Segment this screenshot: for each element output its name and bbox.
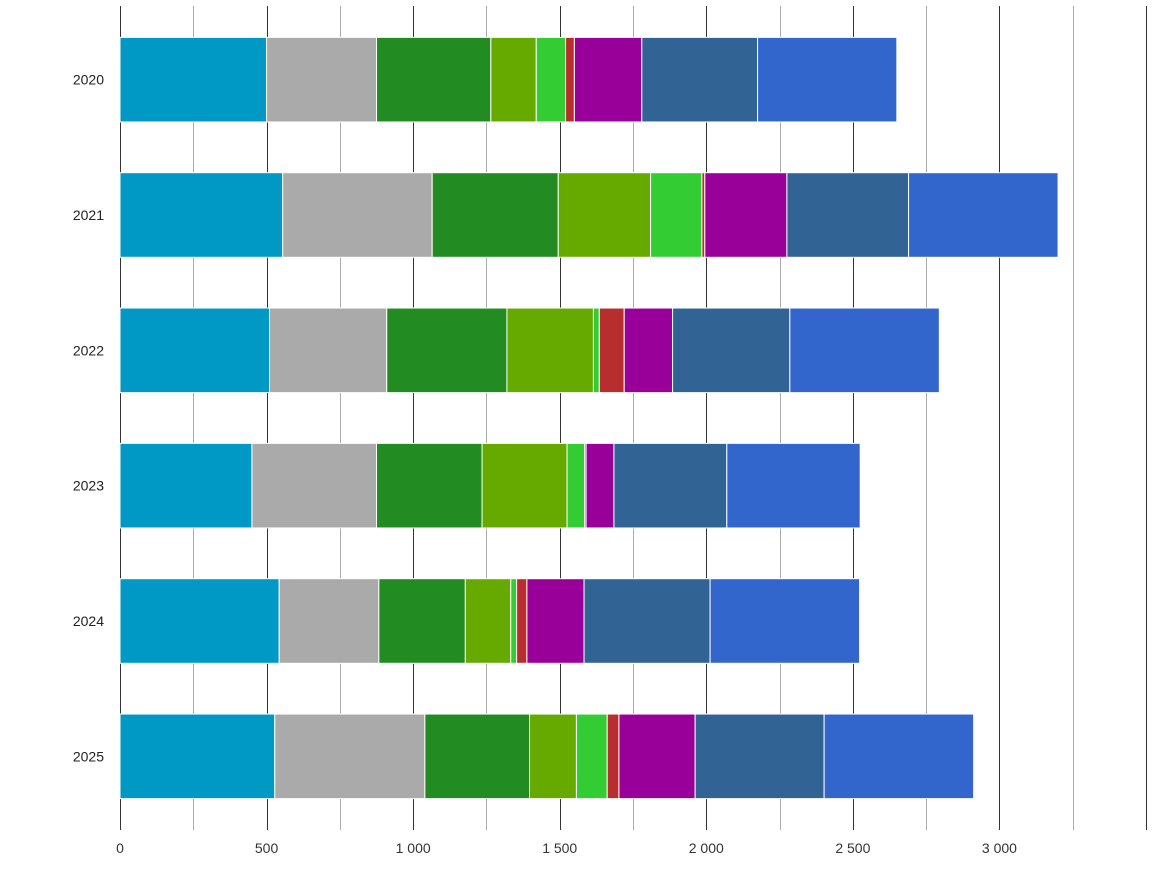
grid-lines — [120, 6, 1147, 830]
bar-segment-2022-series-5 — [592, 307, 600, 394]
bar-segment-2025-series-8 — [694, 713, 825, 800]
axis-labels: 0 500 1 000 1 500 2 000 2 500 3 000 2020 2021 202… — [73, 72, 1017, 856]
bar-segment-2021-series-7 — [704, 172, 788, 258]
bar-segment-2022-series-1 — [119, 307, 271, 394]
bar-segment-2020-series-4 — [490, 36, 537, 123]
bar-segment-2022-series-3 — [386, 307, 508, 394]
bar-segment-2024-series-4 — [464, 578, 512, 664]
x-tick-label: 2 000 — [689, 840, 724, 856]
bar-segment-2025-series-1 — [119, 713, 276, 800]
bar-segment-2025-series-9 — [823, 713, 975, 800]
bar-segment-2020-series-7 — [573, 36, 643, 123]
category-label: 2025 — [73, 748, 104, 764]
bar-segment-2024-series-3 — [378, 578, 466, 664]
bar-segment-2020-series-5 — [535, 36, 567, 123]
x-tick-label: 500 — [255, 840, 279, 856]
bar-segment-2024-series-6 — [516, 578, 528, 664]
bar-segment-2021-series-1 — [119, 172, 284, 258]
bar-segment-2020-series-1 — [119, 36, 268, 123]
bar-segment-2025-series-3 — [424, 713, 531, 800]
bar-segment-2023-series-5 — [566, 442, 586, 529]
bar-segment-2021-series-5 — [650, 172, 703, 258]
bar-segment-2025-series-7 — [618, 713, 696, 800]
bar-segment-2023-series-9 — [726, 442, 861, 529]
bar-segment-2020-series-2 — [266, 36, 378, 123]
bar-segment-2020-series-9 — [757, 36, 898, 123]
category-label: 2024 — [73, 613, 104, 629]
bar-segment-2024-series-7 — [526, 578, 585, 664]
bar-segment-2022-series-7 — [623, 307, 674, 394]
bar-segment-2022-series-8 — [672, 307, 791, 394]
bar-segment-2023-series-4 — [481, 442, 568, 529]
bar-segment-2025-series-4 — [529, 713, 577, 800]
x-tick-label: 2 500 — [835, 840, 870, 856]
bar-segment-2023-series-3 — [376, 442, 483, 529]
bar-segment-2022-series-2 — [269, 307, 388, 394]
bar-segment-2021-series-4 — [557, 172, 652, 258]
category-label: 2021 — [73, 207, 104, 223]
bar-segment-2022-series-9 — [789, 307, 940, 394]
bar-segment-2023-series-2 — [251, 442, 378, 529]
bar-segment-2023-series-1 — [119, 442, 253, 529]
x-tick-label: 3 000 — [982, 840, 1017, 856]
bar-segment-2022-series-4 — [506, 307, 594, 394]
bar-segment-2021-series-9 — [908, 172, 1059, 258]
bar-segment-2024-series-9 — [709, 578, 861, 664]
bar-segment-2025-series-6 — [606, 713, 620, 800]
x-tick-label: 0 — [116, 840, 124, 856]
category-label: 2022 — [73, 342, 104, 358]
bar-segment-2024-series-1 — [119, 578, 280, 664]
bar-segment-2023-series-7 — [585, 442, 615, 529]
bar-layer — [119, 36, 1059, 800]
bar-segment-2021-series-3 — [431, 172, 559, 258]
bar-segment-2024-series-5 — [510, 578, 518, 664]
bar-segment-2022-series-6 — [598, 307, 625, 394]
bar-segment-2023-series-8 — [613, 442, 728, 529]
x-tick-label: 1 000 — [396, 840, 431, 856]
bar-segment-2024-series-2 — [278, 578, 380, 664]
x-tick-label: 1 500 — [542, 840, 577, 856]
category-label: 2023 — [73, 478, 104, 494]
bar-segment-2025-series-5 — [575, 713, 608, 800]
bar-segment-2020-series-3 — [376, 36, 492, 123]
bar-segment-2020-series-6 — [565, 36, 575, 123]
category-label: 2020 — [73, 72, 104, 88]
bar-segment-2021-series-8 — [786, 172, 910, 258]
bar-segment-2025-series-2 — [274, 713, 426, 800]
bar-segment-2024-series-8 — [583, 578, 711, 664]
bar-segment-2021-series-2 — [282, 172, 433, 258]
bar-segment-2020-series-8 — [641, 36, 759, 123]
